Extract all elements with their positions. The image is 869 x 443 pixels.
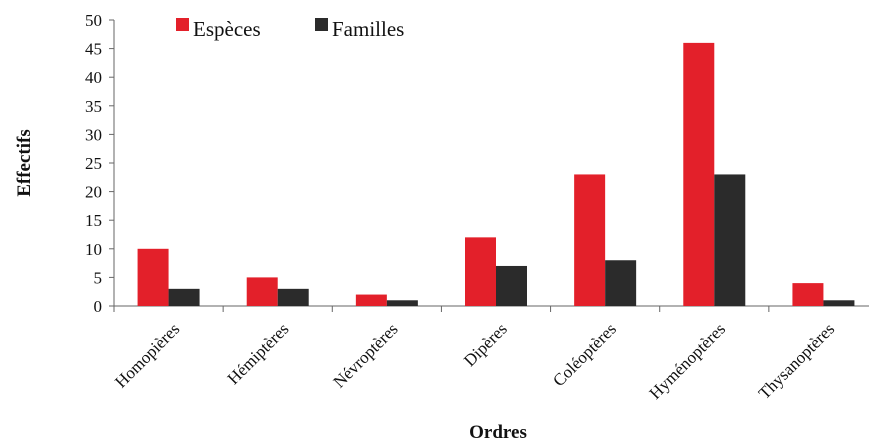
x-tick-label: Dipères <box>460 319 511 370</box>
y-tick-label: 20 <box>85 183 102 202</box>
bar-especes <box>465 237 496 306</box>
bar-especes <box>792 283 824 306</box>
legend-label: Espèces <box>193 17 261 41</box>
legend-swatch <box>315 18 328 31</box>
bar-familles <box>714 174 746 306</box>
y-tick-label: 35 <box>85 97 102 116</box>
legend: Espèces Familles <box>176 17 404 41</box>
x-tick-label: Coléoptères <box>549 319 620 390</box>
x-axis: Homopières Hémiptères Névroptères Dipères Co… <box>111 305 869 403</box>
y-tick-label: 10 <box>85 240 102 259</box>
bar-familles <box>277 288 309 306</box>
bar-especes <box>355 294 387 306</box>
y-tick-label: 15 <box>85 211 102 230</box>
bar-familles <box>605 260 637 306</box>
y-tick-label: 0 <box>94 297 103 316</box>
y-axis: 0 5 10 15 20 25 30 35 40 45 50 <box>85 11 115 316</box>
x-tick-label: Hyménoptères <box>646 319 730 403</box>
bars <box>137 42 855 306</box>
x-tick-label: Homopières <box>111 319 183 391</box>
bar-especes <box>574 174 606 306</box>
bar-especes <box>683 42 715 306</box>
y-tick-label: 25 <box>85 154 102 173</box>
x-tick-label: Névroptères <box>330 319 402 391</box>
y-tick-label: 5 <box>94 268 103 287</box>
bar-especes <box>137 248 169 306</box>
legend-swatch <box>176 18 189 31</box>
y-tick-label: 30 <box>85 125 102 144</box>
y-axis-title: Effectifs <box>14 129 35 197</box>
bar-especes <box>246 277 278 306</box>
x-tick-label: Hémiptères <box>224 319 293 388</box>
bar-familles <box>823 300 855 306</box>
y-tick-label: 40 <box>85 68 102 87</box>
y-tick-label: 45 <box>85 40 102 59</box>
x-axis-title: Ordres <box>469 422 527 443</box>
legend-label: Familles <box>332 17 404 41</box>
x-tick-label: Thysanoptères <box>755 319 839 403</box>
bar-familles <box>386 300 418 306</box>
bar-familles <box>168 288 200 306</box>
y-tick-label: 50 <box>85 11 102 30</box>
bar-familles <box>496 265 527 306</box>
